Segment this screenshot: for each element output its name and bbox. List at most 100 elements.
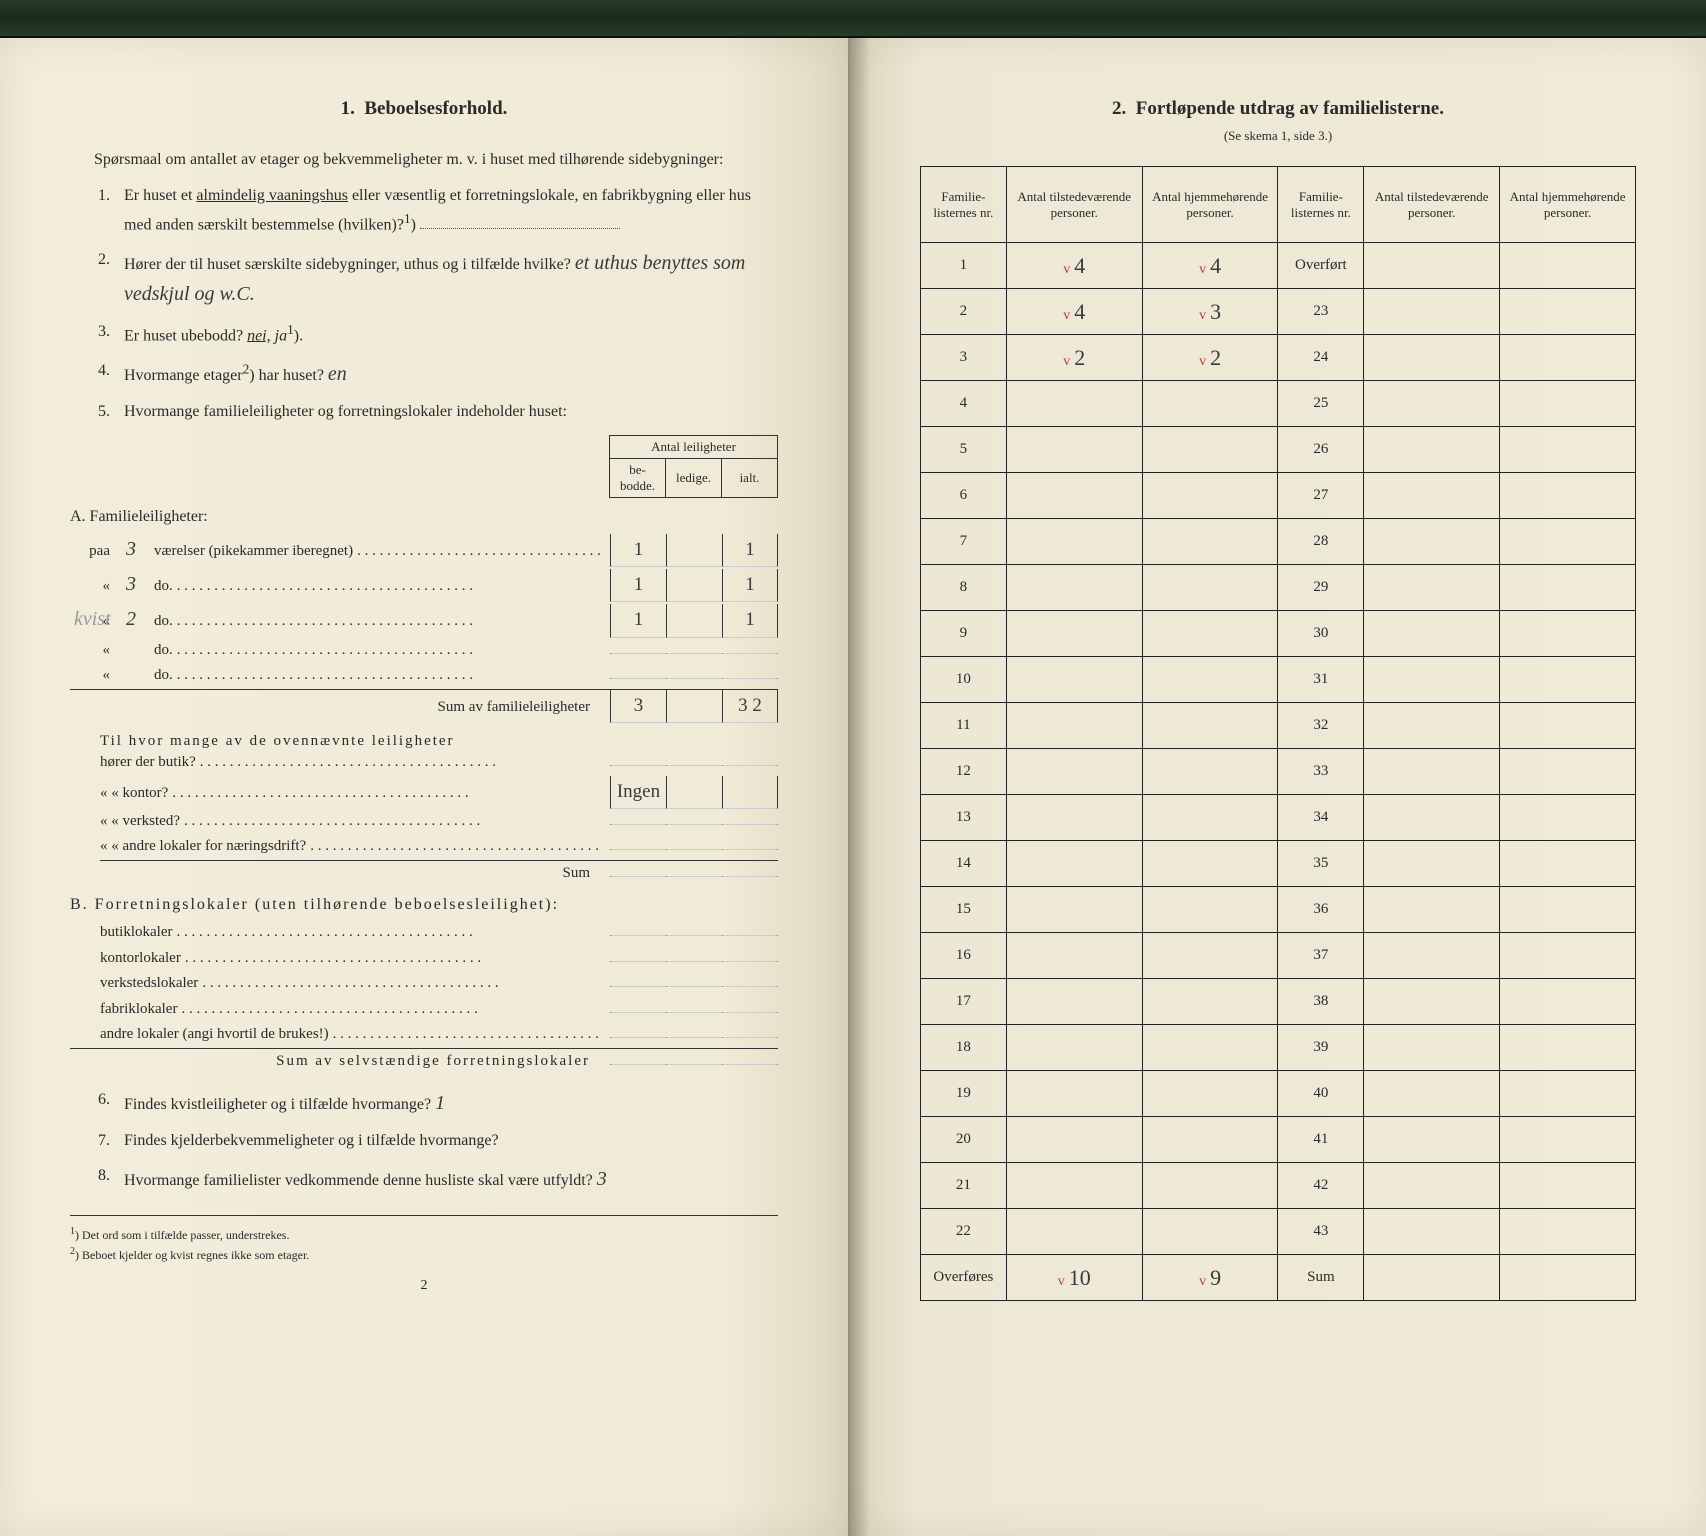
- row-num-right: 33: [1278, 749, 1364, 795]
- section-b-row: andre lokaler (angi hvortil de brukes!): [100, 1022, 778, 1048]
- row-num-right: 38: [1278, 979, 1364, 1025]
- table-row: 728: [921, 519, 1636, 565]
- th-5: Antal tilstedeværende personer.: [1364, 167, 1500, 243]
- question-7: 7. Findes kjelderbekvemmeligheter og i t…: [98, 1129, 778, 1154]
- row-num-left: 19: [921, 1071, 1007, 1117]
- row-num-left: 13: [921, 795, 1007, 841]
- table-row: 2041: [921, 1117, 1636, 1163]
- table-row: 829: [921, 565, 1636, 611]
- section-b-row: kontorlokaler: [100, 946, 778, 972]
- margin-note: kvist: [74, 602, 111, 636]
- hjemme-left: [1142, 427, 1278, 473]
- hjemme-right: [1500, 1025, 1636, 1071]
- row-num-left: 12: [921, 749, 1007, 795]
- check-mark-icon: v: [1063, 308, 1070, 323]
- tilstede-right: [1364, 243, 1500, 289]
- row-num-right: 27: [1278, 473, 1364, 519]
- table-row: 1738: [921, 979, 1636, 1025]
- row-num-right: 35: [1278, 841, 1364, 887]
- hjemme-left: [1142, 1163, 1278, 1209]
- extras-row: « « andre lokaler for næringsdrift?: [100, 834, 778, 860]
- right-subtitle: (Se skema 1, side 3.): [920, 128, 1636, 144]
- question-6: 6. Findes kvistleiligheter og i tilfælde…: [98, 1088, 778, 1119]
- tilstede-right: [1364, 1209, 1500, 1255]
- row-num-right: 24: [1278, 335, 1364, 381]
- hjemme-right: [1500, 841, 1636, 887]
- row-num-right: Overført: [1278, 243, 1364, 289]
- hjemme-right: [1500, 795, 1636, 841]
- tilstede-right: [1364, 887, 1500, 933]
- hjemme-right: [1500, 887, 1636, 933]
- hjemme-right: [1500, 243, 1636, 289]
- tilstede-right: [1364, 1163, 1500, 1209]
- th-3: Antal hjemmehørende personer.: [1142, 167, 1278, 243]
- tilstede-left: [1006, 887, 1142, 933]
- book-spread: 1. Beboelsesforhold. Spørsmaal om antall…: [0, 38, 1706, 1536]
- th-6: Antal hjemmehørende personer.: [1500, 167, 1636, 243]
- row-num-left: Overføres: [921, 1255, 1007, 1301]
- tilstede-right: [1364, 565, 1500, 611]
- table-row: 2142: [921, 1163, 1636, 1209]
- footnote-2: 2) Beboet kjelder og kvist regnes ikke s…: [70, 1244, 778, 1264]
- tilstede-left: [1006, 1117, 1142, 1163]
- section-b-sum: Sum av selvstændige forretningslokaler: [70, 1048, 778, 1075]
- tilstede-right: [1364, 841, 1500, 887]
- table-row: 14 35: [921, 841, 1636, 887]
- tilstede-left: [1006, 657, 1142, 703]
- extras-block: Til hvor mange av de ovennævnte leilighe…: [100, 733, 778, 886]
- tilstede-right: [1364, 933, 1500, 979]
- hjemme-right: [1500, 1071, 1636, 1117]
- tilstede-right: [1364, 427, 1500, 473]
- room-count: 2: [116, 602, 146, 636]
- hjemme-left: [1142, 979, 1278, 1025]
- tilstede-left: v10: [1006, 1255, 1142, 1301]
- hjemme-left: v2: [1142, 335, 1278, 381]
- hjemme-left: [1142, 1071, 1278, 1117]
- right-section-title: 2. Fortløpende utdrag av familielisterne…: [920, 98, 1636, 120]
- row-num-left: 22: [921, 1209, 1007, 1255]
- right-section-num: 2.: [1112, 98, 1126, 119]
- q8-answer: 3: [597, 1168, 607, 1190]
- tilstede-left: [1006, 979, 1142, 1025]
- hjemme-left: [1142, 657, 1278, 703]
- row-num-left: 15: [921, 887, 1007, 933]
- hjemme-right: [1500, 427, 1636, 473]
- hjemme-left: [1142, 1025, 1278, 1071]
- row-num-left: 1: [921, 243, 1007, 289]
- check-mark-icon: v: [1199, 354, 1206, 369]
- row-num-left: 16: [921, 933, 1007, 979]
- row-num-right: 36: [1278, 887, 1364, 933]
- hjemme-left: [1142, 703, 1278, 749]
- tilstede-left: v2: [1006, 335, 1142, 381]
- question-list: 1. Er huset et almindelig vaaningshus el…: [98, 184, 778, 425]
- tilstede-left: [1006, 841, 1142, 887]
- check-mark-icon: v: [1199, 308, 1206, 323]
- check-mark-icon: v: [1063, 262, 1070, 277]
- hjemme-left: [1142, 933, 1278, 979]
- check-mark-icon: v: [1058, 1274, 1065, 1289]
- tilstede-right: [1364, 703, 1500, 749]
- tilstede-left: [1006, 1071, 1142, 1117]
- row-num-left: 10: [921, 657, 1007, 703]
- tilstede-left: [1006, 565, 1142, 611]
- tilstede-left: [1006, 611, 1142, 657]
- hjemme-right: [1500, 657, 1636, 703]
- check-mark-icon: v: [1199, 262, 1206, 277]
- tilstede-left: [1006, 933, 1142, 979]
- tilstede-left: [1006, 1025, 1142, 1071]
- question-4: 4. Hvormange etager2) har huset? en: [98, 359, 778, 390]
- row-num-left: 14: [921, 841, 1007, 887]
- table-row: 1536: [921, 887, 1636, 933]
- table-row: 627: [921, 473, 1636, 519]
- extras-sum: Sum: [100, 860, 778, 887]
- table-row: 1334: [921, 795, 1636, 841]
- tilstede-right: [1364, 1255, 1500, 1301]
- section-b: B. Forretningslokaler (uten tilhørende b…: [70, 896, 778, 1074]
- hjemme-right: [1500, 519, 1636, 565]
- row-num-right: 32: [1278, 703, 1364, 749]
- tilstede-right: [1364, 335, 1500, 381]
- table-row: 930: [921, 611, 1636, 657]
- hjemme-right: [1500, 979, 1636, 1025]
- hjemme-right: [1500, 933, 1636, 979]
- room-count: 3: [116, 567, 146, 601]
